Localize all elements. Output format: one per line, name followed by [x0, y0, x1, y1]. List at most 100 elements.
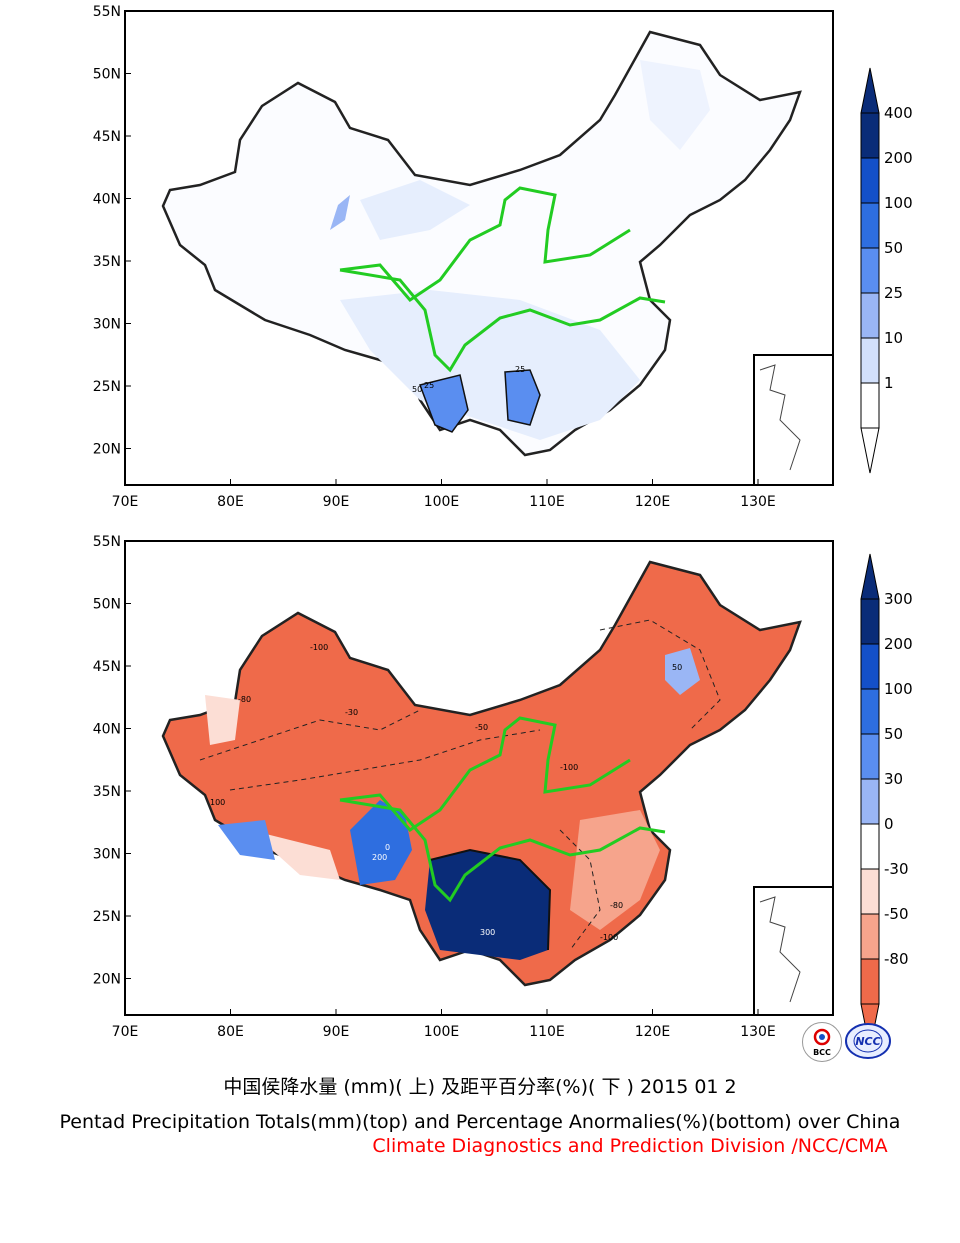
longitude-tick-label: 130E	[740, 1024, 776, 1040]
top-colorbar: 400 200 100 50 25 10 1	[860, 67, 913, 474]
latitude-tick-label: 40N	[93, 192, 121, 208]
colorbar-tick-label: 50	[884, 239, 903, 257]
top-contour-label: 25	[515, 365, 525, 374]
top-rain-core	[505, 370, 540, 425]
colorbar-swatch	[860, 688, 880, 735]
latitude-tick-label: 35N	[93, 254, 121, 270]
caption-division: Climate Diagnostics and Prediction Divis…	[372, 1135, 888, 1157]
bottom-contour-label: 200	[372, 853, 387, 862]
latitude-tick-label: 40N	[93, 722, 121, 738]
bcc-logo: BCC	[802, 1022, 842, 1062]
colorbar-arrow-top	[860, 67, 880, 114]
longitude-tick-label: 110E	[529, 494, 565, 510]
bottom-contour-label: -50	[475, 723, 488, 732]
bottom-yellow-river	[339, 716, 631, 832]
colorbar-swatch	[860, 112, 880, 159]
latitude-tick-label: 55N	[93, 4, 121, 20]
longitude-tick-label: 70E	[112, 1024, 139, 1040]
latitude-tick-label: 30N	[93, 847, 121, 863]
bottom-weak-anomaly-area	[205, 695, 240, 745]
colorbar-arrow-bottom	[860, 427, 880, 474]
colorbar-tick-label: 30	[884, 770, 903, 788]
ncc-logo: NCC	[844, 1022, 892, 1060]
longitude-tick-label: 130E	[740, 494, 776, 510]
bottom-positive-anomaly-core	[425, 850, 550, 960]
colorbar-swatch	[860, 157, 880, 204]
colorbar-tick-label: -50	[884, 905, 909, 923]
colorbar-swatch	[860, 913, 880, 960]
bottom-south-china-sea-inset	[753, 886, 834, 1016]
longitude-tick-label: 120E	[635, 494, 671, 510]
bottom-positive-anomaly-core	[218, 820, 275, 860]
caption-chinese: 中国侯降水量 (mm)( 上) 及距平百分率(%)( 下 ) 2015 01 2	[223, 1076, 737, 1098]
colorbar-swatch	[860, 733, 880, 780]
colorbar-tick-label: 200	[884, 635, 913, 653]
latitude-tick-label: 20N	[93, 972, 121, 988]
longitude-tick-label: 80E	[217, 1024, 244, 1040]
bottom-yangtze-river	[339, 798, 666, 903]
top-contour-label: 25	[424, 381, 434, 390]
colorbar-tick-label: 100	[884, 680, 913, 698]
colorbar-tick-label: 300	[884, 590, 913, 608]
colorbar-tick-label: 200	[884, 149, 913, 167]
colorbar-swatch	[860, 202, 880, 249]
colorbar-tick-label: 50	[884, 725, 903, 743]
colorbar-swatch	[860, 382, 880, 429]
colorbar-swatch	[860, 958, 880, 1005]
top-yellow-river	[339, 186, 631, 302]
bottom-contour-label: -30	[345, 708, 358, 717]
bottom-positive-anomaly-core	[665, 648, 700, 695]
bottom-positive-anomaly-core	[350, 800, 412, 885]
latitude-tick-label: 45N	[93, 659, 121, 675]
colorbar-swatch	[860, 778, 880, 825]
colorbar-arrow-top	[860, 553, 880, 600]
bottom-contour-label: -100	[600, 933, 618, 942]
bottom-contour-label: 50	[672, 663, 682, 672]
top-latitude-labels: 55N 50N 45N 40N 35N 30N 25N 20N	[93, 4, 131, 458]
longitude-tick-label: 120E	[635, 1024, 671, 1040]
latitude-tick-label: 45N	[93, 129, 121, 145]
bottom-weak-anomaly-area	[250, 830, 340, 880]
latitude-tick-label: 20N	[93, 442, 121, 458]
longitude-tick-label: 90E	[323, 1024, 350, 1040]
colorbar-swatch	[860, 247, 880, 294]
colorbar-swatch	[860, 337, 880, 384]
latitude-tick-label: 25N	[93, 379, 121, 395]
colorbar-swatch	[860, 643, 880, 690]
longitude-tick-label: 90E	[323, 494, 350, 510]
colorbar-tick-label: 10	[884, 329, 903, 347]
latitude-tick-label: 50N	[93, 597, 121, 613]
colorbar-tick-label: -30	[884, 860, 909, 878]
latitude-tick-label: 35N	[93, 784, 121, 800]
colorbar-tick-label: 25	[884, 284, 903, 302]
bottom-contour-label: -100	[310, 643, 328, 652]
colorbar-swatch	[860, 292, 880, 339]
top-longitude-labels: 70E 80E 90E 100E 110E 120E 130E	[112, 479, 776, 510]
colorbar-tick-label: -80	[884, 950, 909, 968]
longitude-tick-label: 70E	[112, 494, 139, 510]
top-light-rain-area	[640, 60, 710, 150]
top-light-rain-area	[360, 180, 470, 240]
caption-english: Pentad Precipitation Totals(mm)(top) and…	[59, 1111, 901, 1133]
bottom-contour-label: -80	[238, 695, 251, 704]
colorbar-swatch	[860, 598, 880, 645]
bottom-contour-label: 100	[210, 798, 225, 807]
colorbar-swatch	[860, 868, 880, 915]
bottom-anomaly-map: -100 -100 -100 -80 -80 -50 -30 0 100 200…	[93, 534, 913, 1050]
colorbar-tick-label: 0	[884, 815, 894, 833]
longitude-tick-label: 110E	[529, 1024, 565, 1040]
bottom-contour-label: -80	[610, 901, 623, 910]
bottom-contour-label: 300	[480, 928, 495, 937]
top-south-china-sea-inset	[753, 354, 834, 486]
ncc-logo-text: NCC	[855, 1035, 880, 1048]
longitude-tick-label: 100E	[424, 494, 460, 510]
bottom-longitude-labels: 70E 80E 90E 100E 110E 120E 130E	[112, 1009, 776, 1040]
latitude-tick-label: 55N	[93, 534, 121, 550]
top-light-rain-area	[330, 195, 350, 230]
top-contour-label: 50	[412, 385, 422, 394]
bottom-latitude-labels: 55N 50N 45N 40N 35N 30N 25N 20N	[93, 534, 131, 988]
colorbar-tick-label: 400	[884, 104, 913, 122]
longitude-tick-label: 80E	[217, 494, 244, 510]
bcc-logo-text: BCC	[813, 1048, 831, 1057]
